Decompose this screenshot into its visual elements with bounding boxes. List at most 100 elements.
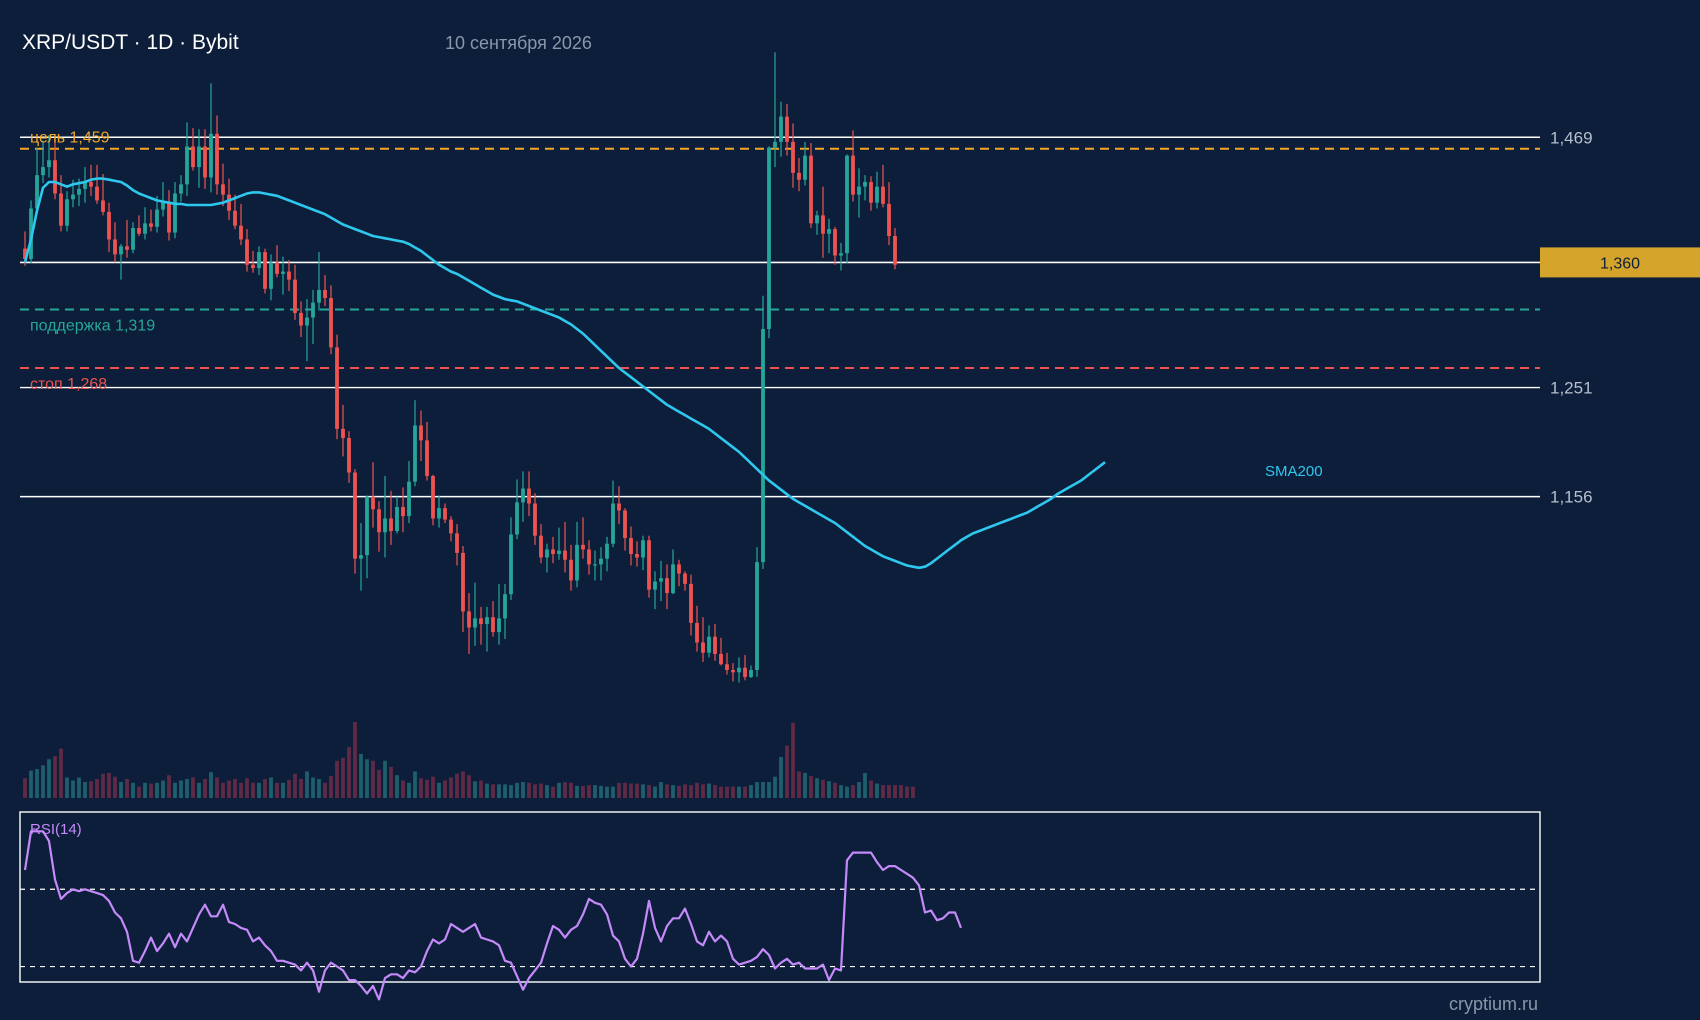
candle-body: [107, 211, 111, 240]
volume-bar: [251, 782, 255, 798]
candle-body: [401, 506, 405, 517]
volume-bar: [191, 777, 195, 798]
candle-body: [209, 133, 213, 178]
volume-bar: [71, 780, 75, 798]
volume-bar: [95, 779, 99, 798]
volume-bar: [665, 784, 669, 798]
target-label: цель 1,459: [30, 130, 110, 147]
volume-bar: [29, 770, 33, 798]
candle-body: [443, 508, 447, 520]
candle-body: [521, 488, 525, 503]
candle-body: [203, 146, 207, 178]
volume-bar: [329, 775, 333, 798]
watermark: cryptium.ru: [1449, 994, 1538, 1014]
candle-body: [839, 253, 843, 256]
volume-bar: [875, 783, 879, 798]
volume-bar: [341, 757, 345, 798]
volume-bar: [527, 782, 531, 798]
candle-body: [827, 229, 831, 234]
candle-body: [539, 535, 543, 558]
volume-bar: [869, 780, 873, 798]
candle-body: [149, 223, 153, 227]
volume-bar: [77, 777, 81, 798]
candle-body: [683, 573, 687, 584]
candle-body: [41, 167, 45, 176]
candle-body: [659, 578, 663, 582]
candle-body: [737, 667, 741, 673]
volume-bar: [827, 781, 831, 798]
volume-bar: [395, 775, 399, 798]
volume-bar: [785, 745, 789, 798]
volume-bar: [365, 759, 369, 798]
volume-bar: [683, 784, 687, 798]
volume-bar: [425, 779, 429, 798]
volume-bar: [449, 777, 453, 798]
volume-bar: [137, 786, 141, 798]
volume-bar: [275, 782, 279, 798]
candle-body: [71, 194, 75, 200]
volume-bar: [617, 782, 621, 798]
volume-bar: [797, 771, 801, 798]
volume-bar: [239, 782, 243, 798]
candle-body: [413, 425, 417, 482]
price-level-label-1156: 1,156: [1550, 488, 1593, 507]
candle-body: [767, 147, 771, 329]
volume-bar: [293, 773, 297, 798]
rsi-panel: [19, 811, 1541, 1001]
candle-body: [587, 549, 591, 565]
candle-body: [641, 540, 645, 558]
support-label: поддержка 1,319: [30, 317, 155, 334]
candle-body: [35, 175, 39, 209]
volume-bar: [83, 782, 87, 798]
candle-body: [245, 239, 249, 265]
volume-bar: [197, 782, 201, 798]
candle-body: [323, 289, 327, 298]
candle-body: [719, 653, 723, 665]
volume-bar: [503, 784, 507, 798]
volume-bar: [809, 775, 813, 798]
candle-body: [65, 199, 69, 226]
volume-bar: [485, 783, 489, 798]
volume-bar: [383, 760, 387, 798]
volume-bar: [215, 777, 219, 798]
candle-body: [803, 155, 807, 180]
volume-bar: [533, 784, 537, 798]
candle-body: [269, 262, 273, 289]
volume-bar: [581, 785, 585, 798]
volume-bar: [539, 783, 543, 798]
volume-bar: [437, 782, 441, 798]
candle-body: [515, 502, 519, 535]
volume-bar: [605, 786, 609, 798]
candle-body: [341, 428, 345, 439]
volume-bar: [791, 722, 795, 798]
volume-bar: [575, 785, 579, 798]
volume-bar: [545, 785, 549, 798]
volume-bar: [221, 782, 225, 798]
candle-body: [881, 186, 885, 204]
candle-body: [797, 172, 801, 180]
volume-bar: [371, 760, 375, 798]
volume-bar: [881, 785, 885, 798]
volume-bar: [461, 771, 465, 798]
candle-body: [347, 438, 351, 473]
volume-bar: [431, 776, 435, 798]
rsi-line: [23, 830, 963, 1001]
volume-bar: [47, 759, 51, 798]
candle-body: [893, 236, 897, 265]
volume-bar: [491, 784, 495, 798]
candle-body: [569, 559, 573, 581]
candle-body: [755, 562, 759, 670]
sma-line: [23, 177, 1106, 570]
candle-body: [635, 554, 639, 558]
volume-bar: [287, 779, 291, 798]
chart-title: XRP/USDT · 1D · Bybit: [22, 31, 239, 54]
volume-bar: [101, 773, 105, 798]
candle-body: [287, 271, 291, 280]
volume-bar: [707, 783, 711, 798]
candle-body: [845, 155, 849, 254]
candle-body: [743, 667, 747, 677]
candle-body: [419, 425, 423, 441]
candle-body: [617, 503, 621, 511]
volume-bar: [833, 782, 837, 798]
